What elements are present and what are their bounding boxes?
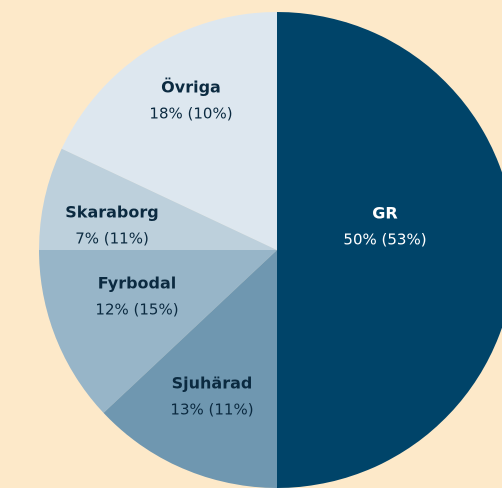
slice [277,12,502,488]
slice [61,12,278,250]
slice-value-label: 7% (11%) [75,230,149,248]
slice-name: Skaraborg [65,203,158,222]
slice-value-label: 50% (53%) [343,231,426,249]
slice [103,250,278,488]
slice-value-label: 12% (15%) [95,301,178,319]
slice-value-label: 18% (10%) [149,105,232,123]
slice-name: Fyrbodal [98,274,177,293]
slice-name: Sjuhärad [172,374,253,393]
slice-name: GR [372,204,397,223]
slice-name: Övriga [161,78,221,97]
slice [39,148,277,250]
slice-value-label: 13% (11%) [170,401,253,419]
slice [39,250,277,413]
